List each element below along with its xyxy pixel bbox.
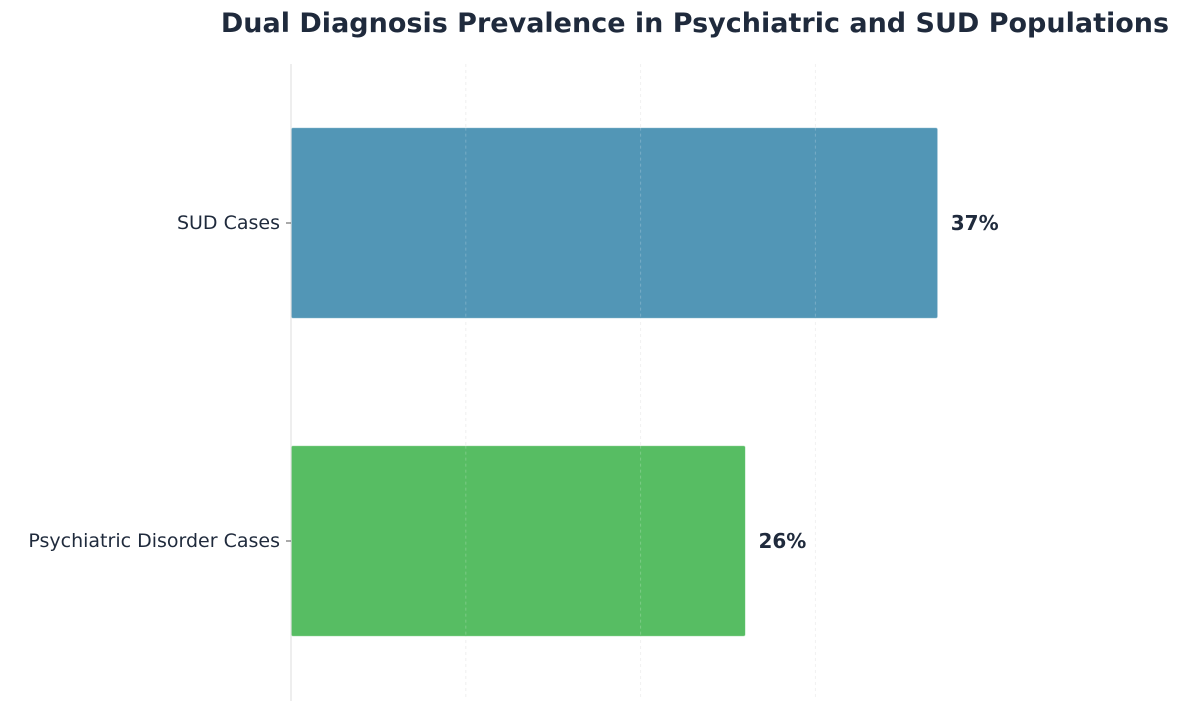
bar [290, 445, 746, 637]
chart-title: Dual Diagnosis Prevalence in Psychiatric… [221, 8, 1169, 39]
y-tick-label: Psychiatric Disorder Cases [28, 530, 280, 552]
data-label: 37% [951, 211, 999, 235]
y-axis-ticks [286, 222, 291, 542]
bar [290, 127, 939, 319]
bars [290, 127, 939, 637]
bar-gridlines [465, 127, 816, 637]
labels: SUD Cases 37% Psychiatric Disorder Cases 26… [28, 211, 998, 553]
y-tick-label: SUD Cases [177, 212, 280, 234]
data-label: 26% [758, 529, 806, 553]
